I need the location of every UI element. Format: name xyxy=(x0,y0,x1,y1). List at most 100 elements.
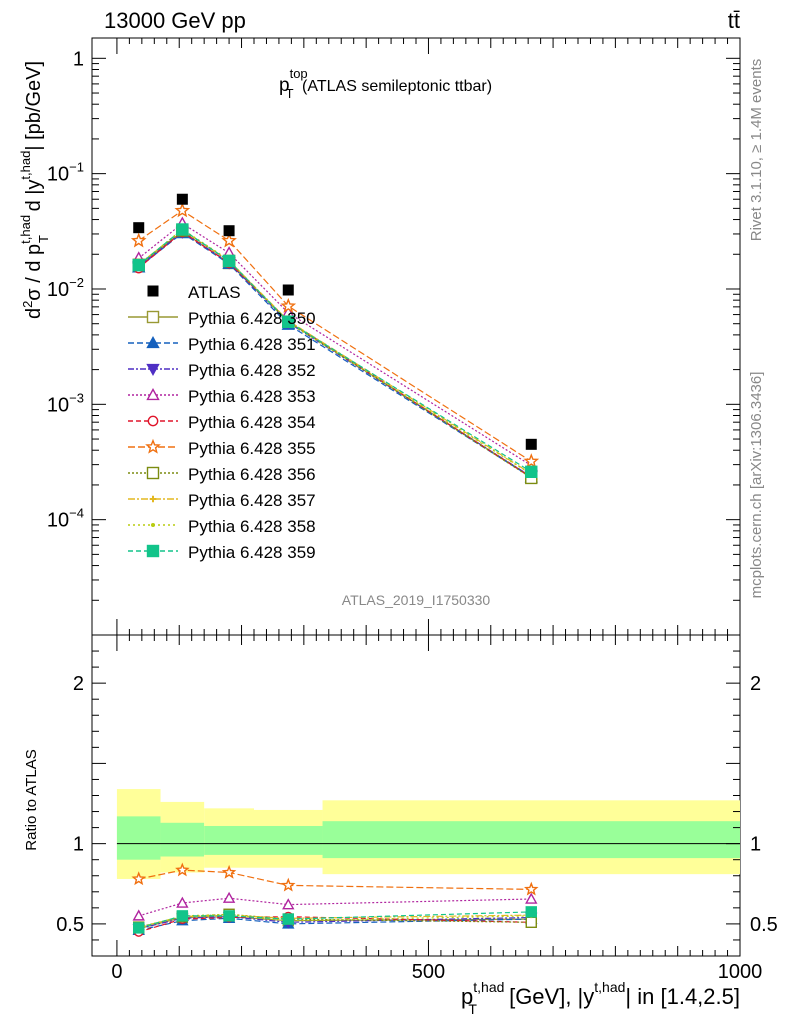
ratio-series-3-point-3-shape xyxy=(282,898,295,910)
ratio-series-9-point-1-shape xyxy=(176,910,189,922)
legend-marker-6-shape xyxy=(146,466,160,480)
main-series-line-5 xyxy=(138,209,532,462)
ratio-series-3-point-3 xyxy=(282,898,295,910)
legend-marker-3-shape xyxy=(146,388,160,401)
main-series-9-point-2-shape xyxy=(222,254,236,268)
ratio-series-5-point-0-shape xyxy=(131,871,147,886)
main-series-5-point-3-shape xyxy=(280,297,297,313)
main-series-9-point-3 xyxy=(282,315,295,328)
legend-marker-7-shape xyxy=(149,495,157,503)
legend-entry-9: Pythia 6.428 359 xyxy=(128,543,316,562)
legend-entry-3: Pythia 6.428 353 xyxy=(128,387,316,406)
legend-entry-atlas: ATLAS xyxy=(147,283,241,302)
ratio-series-5-point-4-shape xyxy=(523,881,539,896)
main-series-9-point-2 xyxy=(222,254,236,268)
plot-title-sup: top xyxy=(290,66,308,81)
ratio-panel-series xyxy=(131,862,539,937)
ratio-y-tick-label-left-2: 2 xyxy=(73,673,84,695)
legend-entry-7: Pythia 6.428 357 xyxy=(128,491,316,510)
legend-label-2: Pythia 6.428 352 xyxy=(188,361,316,380)
main-series-5-point-4 xyxy=(523,453,540,469)
plot-title-rest: (ATLAS semileptonic ttbar) xyxy=(298,78,492,95)
legend-marker-1 xyxy=(146,336,160,349)
main-y-axis-label: d2σ / d pt,had T d |yt,had| [pb/GeV] xyxy=(18,61,51,319)
main-y-tick-base: 10 xyxy=(47,279,69,301)
ratio-series-9-point-2 xyxy=(223,910,235,922)
main-series-9-point-1-shape xyxy=(176,223,189,236)
atlas-data-point-3 xyxy=(282,284,294,296)
legend-label-6: Pythia 6.428 356 xyxy=(188,465,316,484)
ratio-series-9-point-0 xyxy=(133,922,145,934)
legend-marker-0-shape xyxy=(146,310,160,324)
main-y-tick-exp: −4 xyxy=(69,506,84,521)
ratio-series-9-point-3-shape xyxy=(282,913,294,925)
main-y-tick-exp: −2 xyxy=(69,275,84,290)
ratio-series-3-point-1-shape xyxy=(176,896,189,908)
legend-label-7: Pythia 6.428 357 xyxy=(188,491,316,510)
band-inner-3 xyxy=(254,825,323,855)
legend-label-0: Pythia 6.428 350 xyxy=(188,309,316,328)
ratio-series-5-point-4 xyxy=(523,881,539,896)
legend: ATLAS Pythia 6.428 350 Pythia 6.428 351 Pyt… xyxy=(128,283,316,562)
x-tick-label-0: 0 xyxy=(111,961,122,983)
legend-entry-6: Pythia 6.428 356 xyxy=(128,465,316,484)
atlas-data-point-2 xyxy=(223,225,235,237)
ratio-series-3-point-2 xyxy=(222,891,236,903)
main-series-5-point-3 xyxy=(280,297,297,313)
atlas-data-point-0 xyxy=(133,222,145,234)
ratio-series-9-point-1 xyxy=(176,910,189,922)
x-label-p: p xyxy=(461,984,473,1009)
legend-marker-8-shape xyxy=(151,523,155,527)
rivet-label: Rivet 3.1.10, ≥ 1.4M events xyxy=(748,59,765,242)
x-axis-label: pt,had T [GeV], |yt,had| in [1.4,2.5] xyxy=(461,979,740,1017)
main-series-5-point-2 xyxy=(221,232,237,248)
ratio-series-3-point-0-shape xyxy=(132,909,145,921)
legend-label-1: Pythia 6.428 351 xyxy=(188,335,316,354)
main-series-5-point-1 xyxy=(174,202,191,218)
x-label-sup: t,had xyxy=(473,979,504,995)
legend-entry-4: Pythia 6.428 354 xyxy=(128,413,316,432)
x-label-end: | in [1.4,2.5] xyxy=(625,984,740,1009)
atlas-data-point-4 xyxy=(525,438,537,450)
band-inner-2 xyxy=(204,825,254,855)
plot-title: ptop T (ATLAS semileptonic ttbar) xyxy=(279,66,492,101)
legend-marker-4 xyxy=(147,415,159,427)
main-series-9-point-3-shape xyxy=(282,315,295,328)
main-y-tick-base: 10 xyxy=(47,164,69,186)
legend-entry-2: Pythia 6.428 352 xyxy=(128,361,316,380)
atlas-data-point-1 xyxy=(176,193,188,205)
main-series-5-point-0-shape xyxy=(130,232,147,248)
legend-label-5: Pythia 6.428 355 xyxy=(188,439,316,458)
legend-label-4: Pythia 6.428 354 xyxy=(188,413,316,432)
main-series-9-point-1 xyxy=(176,223,189,236)
main-y-tick-label-2: 10−2 xyxy=(47,275,84,301)
analysis-id: ATLAS_2019_I1750330 xyxy=(342,592,491,608)
header-right: tt̄ xyxy=(728,8,740,33)
main-series-5-point-1-shape xyxy=(174,202,191,218)
legend-label-9: Pythia 6.428 359 xyxy=(188,543,316,562)
ratio-y-tick-label-left-0: 0.5 xyxy=(56,914,84,936)
ratio-series-3-point-4 xyxy=(525,892,538,904)
ratio-series-9-point-4-shape xyxy=(525,906,537,918)
legend-entry-1: Pythia 6.428 351 xyxy=(128,335,316,354)
ratio-series-5-point-3 xyxy=(280,877,296,892)
ratio-series-5-point-0 xyxy=(131,871,147,886)
ratio-series-5-point-2 xyxy=(221,864,237,879)
legend-marker-6 xyxy=(146,466,160,480)
legend-marker-5 xyxy=(145,438,161,454)
ratio-y-tick-label-right-0: 0.5 xyxy=(750,914,778,936)
main-y-tick-exp: −3 xyxy=(69,390,84,405)
legend-marker-4-shape xyxy=(147,415,159,427)
legend-entry-0: Pythia 6.428 350 xyxy=(128,309,316,328)
legend-entry-5: Pythia 6.428 355 xyxy=(128,438,316,458)
legend-label-8: Pythia 6.428 358 xyxy=(188,517,316,536)
main-series-9-point-4-shape xyxy=(525,465,538,478)
ratio-series-5-point-3-shape xyxy=(280,877,296,892)
plot-title-main: p xyxy=(279,75,290,96)
main-panel-series xyxy=(130,193,540,485)
ratio-series-5-point-1 xyxy=(175,862,190,877)
ratio-uncertainty-bands xyxy=(116,789,740,879)
ratio-series-9-point-3 xyxy=(282,913,294,925)
legend-marker-5-shape xyxy=(145,438,161,454)
